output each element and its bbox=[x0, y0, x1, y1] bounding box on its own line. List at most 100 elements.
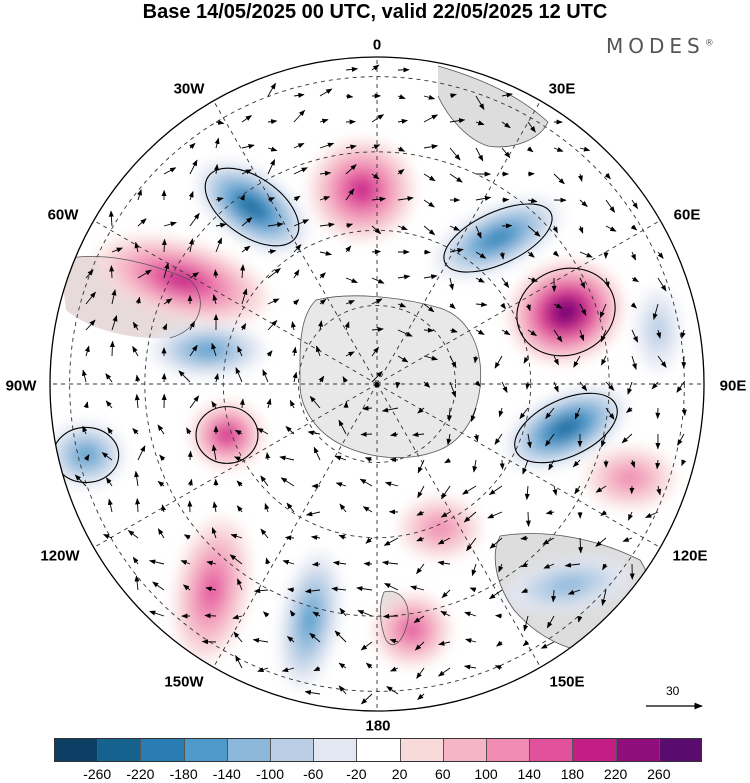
wind-vector bbox=[601, 589, 607, 606]
wind-vector bbox=[397, 146, 406, 152]
wind-vector bbox=[137, 445, 146, 461]
wind-vector bbox=[381, 407, 399, 413]
wind-vector bbox=[449, 173, 463, 183]
wind-vector bbox=[441, 589, 451, 599]
wind-vector bbox=[604, 277, 610, 289]
wind-vector bbox=[579, 329, 585, 342]
wind-vector bbox=[292, 371, 298, 383]
wind-vector bbox=[545, 407, 555, 420]
wind-vector bbox=[551, 589, 557, 603]
wind-vector bbox=[417, 693, 425, 700]
wind-vector bbox=[631, 329, 639, 343]
colorbar-tick-label: 100 bbox=[474, 766, 498, 782]
wind-vector bbox=[371, 173, 380, 180]
wind-vector bbox=[157, 424, 165, 435]
wind-vector bbox=[474, 380, 481, 387]
wind-vector bbox=[85, 319, 96, 331]
wind-vector bbox=[149, 610, 165, 617]
wind-vector bbox=[319, 142, 335, 149]
wind-vector bbox=[438, 640, 451, 646]
wind-vector bbox=[215, 197, 224, 203]
wind-vector bbox=[475, 120, 485, 126]
wind-vector bbox=[651, 381, 659, 390]
wind-vector bbox=[630, 302, 637, 309]
wind-vector bbox=[319, 88, 333, 97]
lon-label-120w: 120W bbox=[40, 547, 80, 565]
wind-vector bbox=[462, 485, 477, 495]
colorbar-swatch bbox=[615, 738, 660, 762]
wind-vector bbox=[239, 398, 245, 409]
modes-logo: MODES® bbox=[606, 34, 714, 58]
wind-vector bbox=[319, 250, 333, 256]
wind-vector bbox=[627, 381, 633, 395]
wind-vector bbox=[253, 588, 269, 594]
wind-vector bbox=[189, 272, 200, 279]
wind-vector bbox=[127, 530, 139, 539]
wind-vector bbox=[211, 527, 217, 539]
wind-vector bbox=[371, 114, 385, 123]
wind-vector bbox=[266, 398, 272, 409]
wind-vector bbox=[229, 554, 243, 565]
wind-vector bbox=[267, 159, 276, 175]
colorbar-swatch bbox=[313, 738, 358, 762]
colorbar-swatch bbox=[486, 738, 531, 762]
wind-vector bbox=[264, 502, 270, 513]
wind-vector bbox=[423, 327, 435, 333]
wind-vector bbox=[488, 589, 503, 600]
wind-vector bbox=[371, 249, 382, 255]
wind-vector bbox=[390, 666, 399, 672]
wind-vector bbox=[287, 587, 295, 593]
wind-vector bbox=[475, 147, 484, 162]
wind-vector bbox=[475, 251, 487, 259]
wind-vector bbox=[466, 537, 477, 552]
wind-vector bbox=[526, 433, 532, 449]
wind-vector bbox=[523, 615, 529, 632]
wind-vector bbox=[135, 296, 141, 305]
wind-vector bbox=[552, 485, 558, 496]
wind-vector bbox=[449, 355, 457, 369]
meridian-line bbox=[93, 220, 378, 385]
wind-vector bbox=[601, 355, 607, 366]
wind-vector bbox=[472, 459, 478, 473]
wind-vector bbox=[543, 563, 555, 569]
meridian-line bbox=[376, 100, 541, 385]
wind-vector bbox=[656, 485, 662, 496]
wind-vector bbox=[332, 560, 347, 566]
wind-vector bbox=[552, 250, 560, 257]
wind-vector bbox=[397, 225, 408, 231]
wind-vector bbox=[135, 374, 141, 383]
anomaly-contour-band bbox=[546, 575, 590, 595]
wind-vector bbox=[600, 329, 607, 343]
wind-vector bbox=[365, 662, 373, 669]
wind-vector bbox=[630, 224, 638, 231]
wind-vector bbox=[293, 109, 306, 123]
wind-vector bbox=[267, 268, 281, 279]
lon-label-150w: 150W bbox=[164, 673, 204, 691]
coastline bbox=[299, 295, 482, 459]
wind-vector bbox=[338, 534, 347, 540]
wind-vector bbox=[83, 401, 89, 409]
wind-vector bbox=[292, 299, 300, 306]
wind-vector bbox=[371, 277, 385, 284]
wind-vector bbox=[416, 667, 425, 679]
wind-vector bbox=[631, 276, 639, 283]
wind-vector bbox=[526, 146, 534, 153]
reference-vector-label: 30 bbox=[666, 684, 680, 698]
colorbar-swatch bbox=[270, 738, 315, 762]
wind-vector bbox=[627, 511, 633, 521]
wind-vector bbox=[212, 501, 218, 513]
wind-vector bbox=[469, 587, 477, 593]
wind-vector bbox=[475, 95, 485, 111]
wind-vector bbox=[546, 615, 555, 629]
colorbar-swatch bbox=[442, 738, 487, 762]
colorbar bbox=[54, 738, 702, 762]
wind-vector bbox=[311, 561, 321, 567]
wind-vector bbox=[241, 115, 252, 123]
wind-vector bbox=[621, 433, 633, 444]
colorbar-tick-label: 180 bbox=[560, 766, 585, 782]
wind-vector bbox=[542, 537, 555, 545]
lon-label-180: 180 bbox=[365, 717, 391, 735]
wind-vector bbox=[630, 459, 636, 468]
wind-vector bbox=[82, 425, 88, 435]
wind-vector bbox=[652, 303, 659, 320]
